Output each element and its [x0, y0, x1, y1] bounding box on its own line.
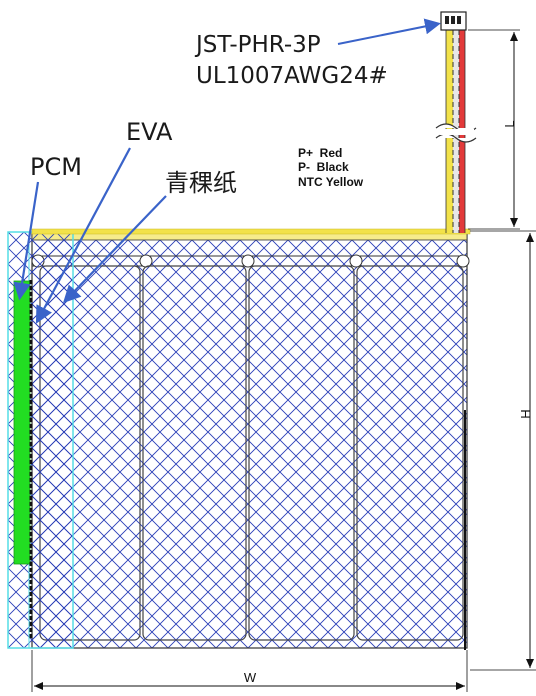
wire-spec-label: UL1007AWG24#: [196, 63, 388, 89]
wire-legend-ntc: NTC Yellow: [298, 175, 364, 189]
wire-legend-positive: P+ Red: [298, 146, 342, 160]
pcm-label: PCM: [30, 153, 82, 181]
pcm-arrow: [13, 181, 40, 301]
dim-label-height: H: [518, 409, 533, 418]
wire-legend-negative: P- Black: [298, 160, 349, 174]
roller-right: [456, 254, 470, 268]
eva-arrow: [35, 147, 131, 324]
connector-icon: [440, 11, 467, 31]
pack-body: [31, 232, 470, 650]
connector-arrow: [337, 18, 441, 45]
roller-3: [349, 254, 363, 268]
connector-model-label: JST-PHR-3P: [194, 32, 321, 58]
cell-2: [142, 265, 247, 641]
pcm-board: [13, 280, 31, 565]
cell-3: [248, 265, 355, 641]
cell-4: [356, 265, 464, 641]
roller-2: [241, 254, 255, 268]
dimension-lines: [31, 29, 536, 692]
wire-break-gap: [440, 129, 474, 135]
roller-1: [139, 254, 153, 268]
paper-label: 青稞纸: [165, 169, 237, 197]
callout-arrows: [13, 18, 441, 324]
lead-wires: [31, 30, 477, 235]
dim-label-length: L: [502, 120, 517, 127]
dim-label-width: W: [244, 670, 257, 685]
paper-arrow: [62, 195, 167, 304]
eva-label: EVA: [126, 118, 173, 146]
wire-yellow-horizontal: [31, 228, 471, 235]
